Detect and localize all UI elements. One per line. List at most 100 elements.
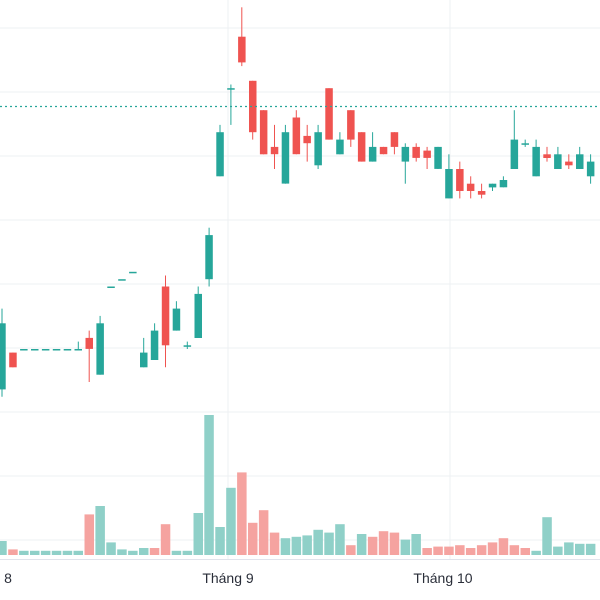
candle bbox=[96, 315, 104, 375]
candle bbox=[445, 154, 453, 199]
candle bbox=[41, 349, 50, 351]
volume-bar bbox=[575, 543, 585, 555]
candle-body bbox=[107, 286, 115, 288]
volume-bar bbox=[62, 550, 73, 555]
candle-body bbox=[20, 349, 28, 351]
candle-body bbox=[379, 146, 388, 155]
volume-bar bbox=[433, 546, 443, 555]
candle bbox=[107, 286, 115, 288]
candle bbox=[150, 323, 159, 360]
candle-body bbox=[325, 88, 333, 140]
volume-bar bbox=[324, 532, 334, 555]
candle-body bbox=[347, 110, 355, 140]
candle bbox=[161, 275, 170, 368]
candle bbox=[129, 271, 137, 274]
volume-bar bbox=[411, 534, 421, 555]
volume-bar bbox=[476, 545, 487, 555]
candle-body bbox=[227, 88, 235, 90]
candle bbox=[118, 279, 126, 281]
candle bbox=[194, 286, 202, 338]
candle-body bbox=[259, 110, 268, 155]
candle-body bbox=[336, 139, 344, 155]
volume-bar bbox=[204, 415, 214, 555]
candle bbox=[292, 110, 301, 155]
volume-bar bbox=[258, 510, 269, 555]
candle-body bbox=[85, 337, 93, 349]
volume-bar bbox=[335, 524, 345, 555]
candle bbox=[336, 132, 344, 155]
x-tick-label: Tháng 10 bbox=[413, 570, 472, 586]
candle-body bbox=[543, 154, 551, 158]
candle-body bbox=[140, 352, 148, 368]
candle bbox=[434, 146, 442, 169]
candle bbox=[325, 88, 333, 140]
candle-body bbox=[510, 139, 519, 169]
candle bbox=[314, 124, 322, 169]
candle bbox=[488, 183, 497, 191]
volume-bar bbox=[389, 532, 400, 555]
volume-bar bbox=[182, 550, 193, 555]
candle-body bbox=[183, 345, 192, 347]
candle bbox=[9, 352, 17, 368]
candle bbox=[532, 139, 540, 177]
volume-bar bbox=[444, 546, 454, 555]
volume-bar bbox=[367, 536, 378, 555]
volume-bar bbox=[171, 550, 182, 555]
candle-body bbox=[565, 161, 573, 166]
volume-bar bbox=[8, 549, 18, 555]
candle-body bbox=[576, 154, 584, 169]
volume-bar bbox=[509, 545, 520, 555]
candle bbox=[576, 146, 584, 169]
candle-body bbox=[9, 352, 17, 368]
candle-body bbox=[0, 323, 6, 390]
candle bbox=[510, 110, 519, 169]
candle bbox=[543, 146, 551, 162]
candle-body bbox=[118, 279, 126, 281]
volume-bar bbox=[585, 543, 596, 555]
volume-bar bbox=[248, 522, 258, 555]
candle bbox=[20, 349, 28, 351]
volume-bar bbox=[313, 529, 323, 555]
candle-body bbox=[401, 146, 410, 162]
candle bbox=[401, 143, 410, 184]
volume-bar bbox=[73, 550, 83, 555]
volume-bar bbox=[302, 535, 312, 555]
volume-bars bbox=[0, 415, 596, 555]
candle-body bbox=[434, 146, 442, 169]
candle bbox=[52, 349, 61, 351]
candle-body bbox=[270, 146, 279, 155]
volume-bar bbox=[498, 538, 509, 555]
candle-body bbox=[129, 271, 137, 274]
candle bbox=[456, 161, 464, 199]
volume-bar bbox=[291, 536, 302, 555]
candle-body bbox=[499, 180, 508, 188]
volume-bar bbox=[226, 487, 236, 555]
candle-body bbox=[281, 132, 290, 184]
candle bbox=[31, 349, 39, 351]
candle-body bbox=[586, 161, 595, 177]
volume-bar bbox=[400, 539, 411, 555]
candle-body bbox=[41, 349, 50, 351]
candle-body bbox=[554, 154, 562, 169]
candle-body bbox=[368, 146, 377, 162]
volume-bar bbox=[465, 548, 476, 555]
candle-body bbox=[74, 349, 82, 351]
candle bbox=[499, 176, 508, 188]
candle-body bbox=[466, 183, 475, 191]
volume-bar bbox=[160, 524, 171, 555]
candle-body bbox=[31, 349, 39, 351]
candle bbox=[477, 183, 486, 199]
candle-body bbox=[423, 150, 431, 158]
candle bbox=[390, 132, 399, 155]
candle bbox=[140, 337, 148, 368]
volume-bar bbox=[139, 548, 149, 555]
candle-body bbox=[456, 169, 464, 191]
candle-body bbox=[477, 191, 486, 195]
volume-bar bbox=[520, 548, 530, 555]
volume-bar bbox=[356, 534, 367, 555]
candle-body bbox=[314, 132, 322, 166]
candle bbox=[205, 227, 213, 287]
candle bbox=[270, 124, 279, 169]
candle-body bbox=[303, 135, 311, 144]
